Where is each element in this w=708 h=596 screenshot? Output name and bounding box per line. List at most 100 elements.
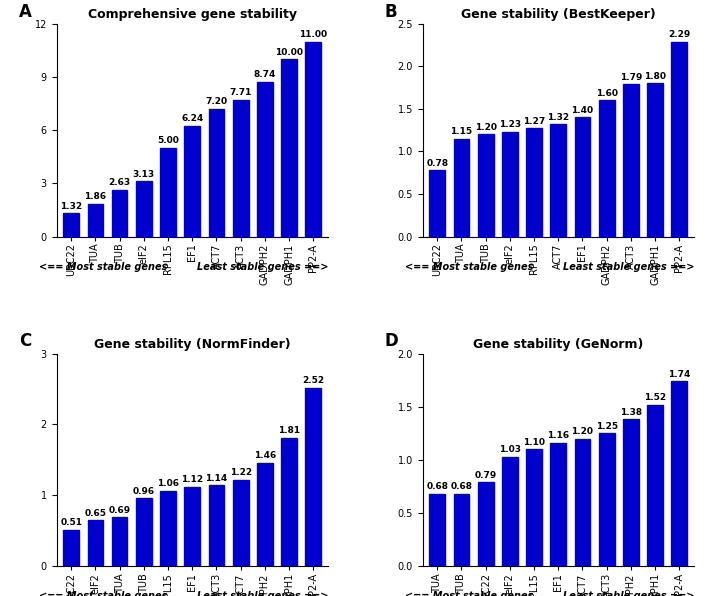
Text: 8.74: 8.74 [253,70,276,79]
Bar [550,443,566,566]
Bar [281,59,297,237]
Bar [526,129,542,237]
Text: 3.13: 3.13 [132,169,155,178]
Bar [305,387,321,566]
Text: 0.68: 0.68 [426,482,448,491]
Text: 1.38: 1.38 [620,408,642,417]
Text: 1.03: 1.03 [499,445,521,454]
Text: 0.68: 0.68 [450,482,472,491]
Bar [526,449,542,566]
Bar [647,405,663,566]
Bar [429,494,445,566]
Bar [550,124,566,237]
Text: 1.74: 1.74 [668,370,690,378]
Text: Least stable genes ==>: Least stable genes ==> [563,591,695,596]
Bar [88,204,103,237]
Text: 1.80: 1.80 [644,72,666,81]
Bar [454,139,469,237]
Bar [112,517,127,566]
Text: <== Most stable genes: <== Most stable genes [404,591,533,596]
Text: 1.46: 1.46 [253,451,276,460]
Text: A: A [18,2,32,21]
Bar [305,42,321,237]
Text: 0.78: 0.78 [426,159,448,167]
Bar [160,491,176,566]
Text: D: D [384,332,399,350]
Bar [233,100,249,237]
Text: 1.52: 1.52 [644,393,666,402]
Text: 1.32: 1.32 [60,201,82,210]
Bar [233,480,249,566]
Bar [184,487,200,566]
Text: 2.52: 2.52 [302,376,324,385]
Bar [478,135,493,237]
Bar [88,520,103,566]
Text: 0.65: 0.65 [84,508,106,517]
Text: B: B [384,2,397,21]
Text: 1.60: 1.60 [595,89,617,98]
Text: 1.20: 1.20 [474,123,496,132]
Text: 1.81: 1.81 [278,426,300,435]
Title: Gene stability (NormFinder): Gene stability (NormFinder) [94,338,290,351]
Text: 11.00: 11.00 [299,30,327,39]
Text: 2.63: 2.63 [108,178,131,187]
Text: 1.22: 1.22 [229,468,252,477]
Text: 1.40: 1.40 [571,106,593,115]
Bar [112,190,127,237]
Bar [454,494,469,566]
Bar [63,213,79,237]
Text: 1.15: 1.15 [450,127,472,136]
Text: Least stable genes ==>: Least stable genes ==> [197,262,329,272]
Bar [623,84,639,237]
Text: 7.71: 7.71 [229,88,252,97]
Text: 1.86: 1.86 [84,192,106,201]
Text: 1.14: 1.14 [205,474,227,483]
Bar [599,100,615,237]
Text: 1.23: 1.23 [498,120,521,129]
Bar [502,457,518,566]
Bar [136,181,152,237]
Bar [647,83,663,237]
Text: 0.51: 0.51 [60,519,82,527]
Text: Least stable genes ==>: Least stable genes ==> [197,591,329,596]
Bar [478,482,493,566]
Text: 0.96: 0.96 [132,486,155,496]
Text: 0.69: 0.69 [108,506,131,515]
Text: 2.29: 2.29 [668,30,690,39]
Bar [671,381,687,566]
Text: 0.79: 0.79 [474,471,497,480]
Bar [257,82,273,237]
Title: Gene stability (BestKeeper): Gene stability (BestKeeper) [461,8,656,21]
Text: <== Most stable genes: <== Most stable genes [404,262,533,272]
Text: Least stable genes ==>: Least stable genes ==> [563,262,695,272]
Title: Gene stability (GeNorm): Gene stability (GeNorm) [473,338,644,351]
Text: 1.06: 1.06 [157,480,179,489]
Text: 1.32: 1.32 [547,113,569,122]
Text: 1.27: 1.27 [523,117,545,126]
Text: C: C [18,332,31,350]
Bar [599,433,615,566]
Text: 1.12: 1.12 [181,475,203,484]
Text: <== Most stable genes: <== Most stable genes [38,262,167,272]
Bar [575,117,590,237]
Text: 1.10: 1.10 [523,437,545,446]
Bar [136,498,152,566]
Bar [671,42,687,237]
Bar [281,438,297,566]
Bar [575,439,590,566]
Text: 1.25: 1.25 [595,422,618,431]
Text: <== Most stable genes: <== Most stable genes [38,591,167,596]
Text: 1.79: 1.79 [620,73,642,82]
Text: 1.20: 1.20 [571,427,593,436]
Bar [257,462,273,566]
Bar [623,420,639,566]
Title: Comprehensive gene stability: Comprehensive gene stability [88,8,297,21]
Bar [160,148,176,237]
Bar [184,126,200,237]
Text: 6.24: 6.24 [181,114,203,123]
Bar [63,530,79,566]
Bar [209,109,224,237]
Bar [209,485,224,566]
Text: 5.00: 5.00 [157,136,179,145]
Text: 1.16: 1.16 [547,432,569,440]
